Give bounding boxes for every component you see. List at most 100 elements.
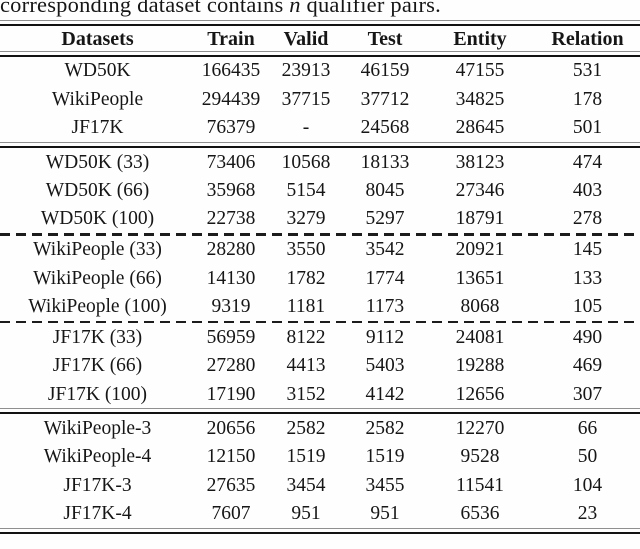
value-cell: 14130 [206, 267, 256, 289]
table-row: JF17K (33) 56959 8122 9112 24081 490 [0, 323, 640, 351]
value-cell: 17190 [206, 383, 256, 405]
dataset-name-cell: JF17K (66) [52, 355, 143, 377]
value-cell: 2582 [365, 417, 405, 439]
value-cell: 133 [572, 267, 603, 289]
value-cell: 24081 [455, 326, 505, 348]
top-rule [0, 20, 640, 26]
value-cell: 4142 [365, 383, 405, 405]
value-cell: 8068 [460, 295, 500, 317]
value-cell: 3279 [286, 208, 326, 230]
value-cell: 501 [572, 117, 603, 139]
value-cell: 9319 [211, 295, 251, 317]
value-cell: 490 [572, 326, 603, 348]
caption-suffix: qualifier pairs. [300, 0, 441, 17]
dataset-name-cell: WikiPeople-3 [43, 417, 152, 439]
dataset-name-cell: JF17K [71, 117, 124, 139]
caption-prefix: corresponding dataset contains [0, 0, 290, 17]
dataset-name-cell: JF17K (33) [52, 326, 143, 348]
value-cell: 18133 [360, 151, 410, 173]
table-row: WikiPeople-4 12150 1519 1519 9528 50 [0, 443, 640, 471]
value-cell: 18791 [455, 208, 505, 230]
dataset-name-cell: JF17K-4 [63, 503, 132, 525]
table-caption: corresponding dataset contains n qualifi… [0, 0, 640, 20]
value-cell: 3542 [365, 239, 405, 261]
value-cell: 145 [572, 239, 603, 261]
column-header: Relation [551, 27, 624, 50]
group-separator-dashed-rule [0, 233, 640, 236]
table-row: WikiPeople (66) 14130 1782 1774 13651 133 [0, 264, 640, 292]
value-cell: 1519 [286, 446, 326, 468]
table-row: WikiPeople (33) 28280 3550 3542 20921 145 [0, 236, 640, 264]
value-cell: 5403 [365, 355, 405, 377]
value-cell: 19288 [455, 355, 505, 377]
value-cell: 1782 [286, 267, 326, 289]
table-row: WD50K (66) 35968 5154 8045 27346 403 [0, 177, 640, 205]
column-header: Datasets [61, 27, 134, 50]
value-cell: 166435 [201, 60, 261, 82]
table-row: JF17K (100) 17190 3152 4142 12656 307 [0, 380, 640, 408]
value-cell: 22738 [206, 208, 256, 230]
table-header-row: Datasets Train Valid Test Entity Relation [0, 26, 640, 51]
group-separator-rule [0, 142, 640, 149]
value-cell: 105 [572, 295, 603, 317]
value-cell: 11541 [455, 474, 505, 496]
value-cell: 27346 [455, 180, 505, 201]
table-row: JF17K (66) 27280 4413 5403 19288 469 [0, 352, 640, 380]
group-separator-rule [0, 408, 640, 415]
value-cell: 8045 [365, 180, 405, 201]
dataset-statistics-table: Datasets Train Valid Test Entity Relation WD50… [0, 20, 640, 535]
value-cell: 12656 [455, 383, 505, 405]
table-row: WD50K 166435 23913 46159 47155 531 [0, 57, 640, 85]
column-header: Valid [283, 27, 329, 50]
dataset-name-cell: WD50K (33) [45, 151, 150, 173]
value-cell: 1181 [286, 295, 326, 317]
table-row: JF17K-3 27635 3454 3455 11541 104 [0, 471, 640, 499]
value-cell: 3454 [286, 474, 326, 496]
value-cell: 46159 [360, 60, 410, 82]
value-cell: 76379 [206, 117, 256, 139]
value-cell: 1173 [365, 295, 405, 317]
value-cell: 34825 [455, 88, 505, 110]
value-cell: 951 [291, 503, 321, 525]
value-cell: 24568 [360, 117, 410, 139]
value-cell: 66 [577, 417, 598, 439]
value-cell: 37715 [281, 88, 331, 110]
value-cell: 1774 [365, 267, 405, 289]
value-cell: 104 [572, 474, 603, 496]
value-cell: 1519 [365, 446, 405, 468]
column-header: Test [367, 27, 403, 50]
value-cell: 38123 [455, 151, 505, 173]
dataset-name-cell: WikiPeople (100) [28, 295, 167, 317]
value-cell: 12150 [206, 446, 256, 468]
value-cell: 6536 [460, 503, 500, 525]
dataset-name-cell: JF17K (100) [47, 383, 148, 405]
value-cell: 9112 [365, 326, 405, 348]
table-row: WD50K (33) 73406 10568 18133 38123 474 [0, 148, 640, 176]
value-cell: 50 [577, 446, 598, 468]
table-row: WikiPeople 294439 37715 37712 34825 178 [0, 85, 640, 113]
header-rule [0, 51, 640, 57]
value-cell: 3152 [286, 383, 326, 405]
table-row: JF17K 76379 - 24568 28645 501 [0, 114, 640, 142]
value-cell: 13651 [455, 267, 505, 289]
group-separator-dashed-rule [0, 320, 640, 324]
value-cell: 178 [572, 88, 603, 110]
table-row: WD50K (100) 22738 3279 5297 18791 278 [0, 205, 640, 233]
table-row: WikiPeople-3 20656 2582 2582 12270 66 [0, 414, 640, 442]
value-cell: 403 [572, 180, 603, 201]
dataset-name-cell: JF17K-3 [63, 474, 132, 496]
caption-text: corresponding dataset contains n qualifi… [0, 0, 441, 18]
value-cell: 2582 [286, 417, 326, 439]
value-cell: 20656 [206, 417, 256, 439]
value-cell: 23913 [281, 60, 331, 82]
value-cell: 8122 [286, 326, 326, 348]
value-cell: 278 [572, 208, 603, 230]
value-cell: 28645 [455, 117, 505, 139]
bottom-rule [0, 528, 640, 535]
dataset-name-cell: WikiPeople (66) [33, 267, 162, 289]
caption-variable-n: n [289, 0, 301, 17]
value-cell: 469 [572, 355, 603, 377]
value-cell: 9528 [460, 446, 500, 468]
dataset-name-cell: WikiPeople (33) [33, 239, 162, 261]
column-header: Entity [453, 27, 507, 50]
